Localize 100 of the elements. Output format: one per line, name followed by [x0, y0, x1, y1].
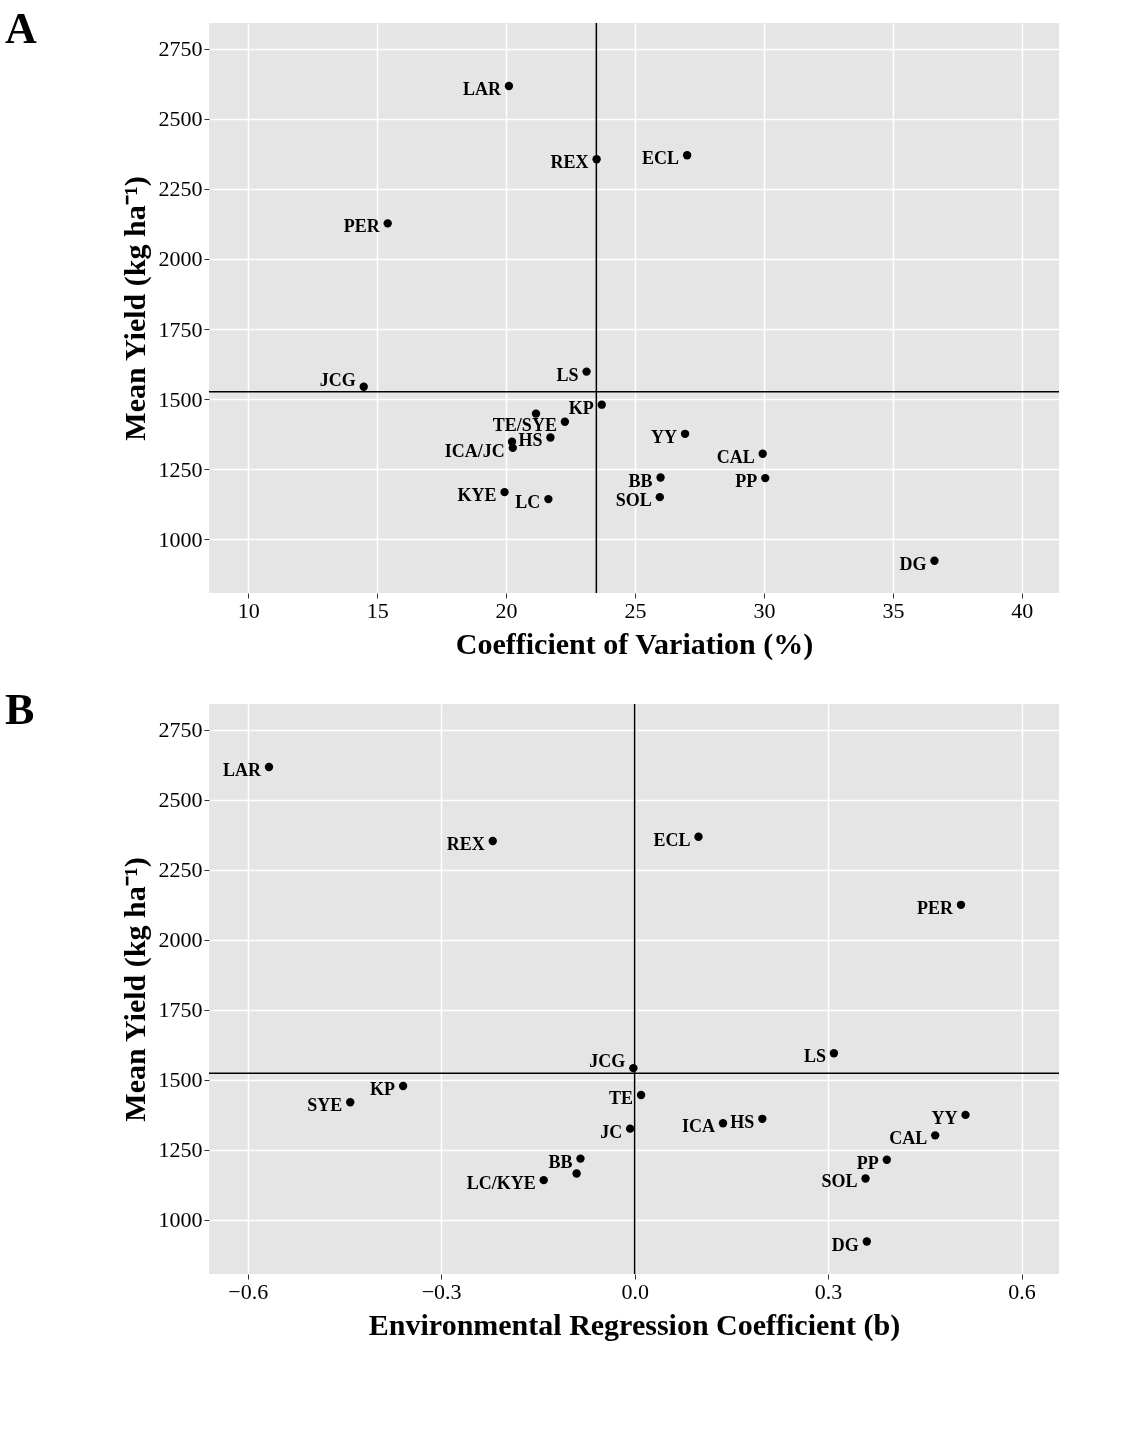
- point: [682, 151, 692, 160]
- y-axis-title: Mean Yield (kg ha⁻¹): [117, 857, 152, 1122]
- y-tick-label: 2500: [158, 106, 203, 132]
- point: [504, 81, 514, 91]
- point: [572, 1169, 581, 1178]
- annotation: SYE: [307, 1095, 343, 1116]
- point: [346, 1098, 355, 1107]
- x-axis-title: Environmental Regression Coefficient (b): [368, 1307, 901, 1342]
- annotation: LS: [803, 1046, 826, 1067]
- y-tick-label: 2250: [158, 176, 203, 202]
- y-tick-label: 1750: [158, 997, 203, 1023]
- annotation: CAL: [889, 1128, 928, 1149]
- y-tick-label: 2750: [158, 36, 203, 62]
- x-tick-label: −0.3: [421, 1278, 462, 1304]
- annotation: JCG: [589, 1051, 626, 1072]
- annotation: YY: [931, 1107, 958, 1128]
- annotation: LC/KYE: [466, 1173, 536, 1194]
- y-tick-label: 1750: [158, 316, 203, 342]
- point: [680, 429, 690, 438]
- point: [930, 556, 939, 565]
- y-tick-label: 2250: [158, 857, 203, 883]
- annotation: REX: [550, 152, 589, 173]
- point: [761, 473, 770, 483]
- point: [508, 443, 517, 453]
- annotation: JCG: [319, 369, 356, 390]
- annotation: SOL: [615, 490, 652, 511]
- point: [398, 1081, 408, 1091]
- annotation: HS: [518, 430, 543, 451]
- annotation: JC: [600, 1121, 623, 1142]
- point: [383, 219, 392, 228]
- annotation: KP: [370, 1079, 396, 1100]
- point: [758, 449, 767, 458]
- x-tick-label: 15: [366, 597, 389, 623]
- point: [829, 1049, 839, 1058]
- x-tick-label: 0.0: [621, 1278, 649, 1304]
- point: [539, 1175, 548, 1185]
- annotation: LS: [556, 364, 579, 385]
- chart-title: B: [5, 685, 35, 735]
- x-tick-label: 35: [882, 597, 905, 623]
- y-axis-title: Mean Yield (kg ha⁻¹): [117, 176, 152, 441]
- y-tick-label: 2000: [158, 927, 203, 953]
- point: [718, 1119, 728, 1128]
- point: [961, 1110, 970, 1120]
- y-tick-label: 2000: [158, 246, 203, 272]
- point: [956, 900, 966, 910]
- point: [656, 473, 665, 482]
- annotation: HS: [730, 1111, 755, 1132]
- x-tick-label: 30: [753, 597, 776, 623]
- point: [500, 487, 509, 497]
- point: [597, 400, 606, 409]
- annotation: ICA: [681, 1116, 715, 1137]
- annotation: LAR: [222, 760, 262, 781]
- annotation: BB: [548, 1151, 573, 1172]
- x-tick-label: 0.3: [814, 1278, 843, 1304]
- point: [531, 409, 541, 418]
- x-tick-label: 20: [495, 597, 518, 623]
- annotation: ECL: [653, 829, 691, 850]
- point: [544, 494, 553, 504]
- annotation: ICA/JC: [444, 440, 505, 461]
- point: [694, 832, 703, 841]
- chart-title: A: [5, 4, 37, 54]
- annotation: CAL: [716, 446, 755, 467]
- y-tick-label: 1250: [158, 456, 203, 482]
- annotation: PER: [343, 216, 381, 237]
- annotation: LC: [515, 492, 541, 513]
- annotation: KP: [568, 397, 594, 418]
- annotation: KYE: [457, 485, 497, 506]
- annotation: REX: [446, 833, 485, 854]
- annotation: PP: [735, 471, 758, 492]
- y-tick-label: 1500: [158, 1067, 203, 1093]
- annotation: BB: [628, 470, 653, 491]
- point: [636, 1090, 646, 1100]
- annotation: TE: [609, 1088, 634, 1109]
- x-tick-label: 40: [1011, 597, 1034, 623]
- annotation: LAR: [462, 79, 502, 100]
- y-tick-label: 1000: [158, 526, 203, 552]
- point: [560, 417, 570, 426]
- annotation: PP: [856, 1152, 879, 1173]
- point: [582, 367, 591, 376]
- annotation: DG: [831, 1234, 859, 1255]
- y-tick-label: 1000: [158, 1207, 203, 1233]
- point: [625, 1124, 635, 1133]
- point: [359, 382, 368, 391]
- point: [861, 1174, 870, 1183]
- y-tick-label: 2500: [158, 787, 203, 813]
- y-tick-label: 1250: [158, 1137, 203, 1163]
- point: [655, 492, 664, 502]
- annotation: YY: [651, 426, 678, 447]
- annotation: PER: [916, 897, 954, 918]
- point: [488, 836, 497, 846]
- y-tick-label: 2750: [158, 717, 203, 743]
- annotation: DG: [899, 553, 927, 574]
- point: [882, 1155, 891, 1164]
- point: [862, 1237, 871, 1246]
- point: [546, 433, 555, 442]
- x-tick-label: 10: [237, 597, 260, 623]
- x-tick-label: −0.6: [228, 1278, 269, 1304]
- point: [264, 762, 274, 772]
- y-tick-label: 1500: [158, 386, 203, 412]
- x-tick-label: 0.6: [1008, 1278, 1036, 1304]
